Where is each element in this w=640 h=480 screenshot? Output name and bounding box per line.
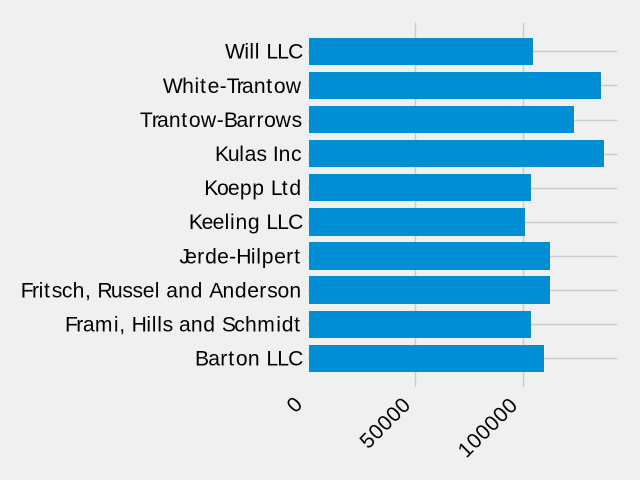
svg-text:Jerde-Hilpert: Jerde-Hilpert (179, 245, 300, 268)
svg-text:Trantow-Barrows: Trantow-Barrows (140, 109, 302, 132)
svg-text:Fritsch, Russel and Anderson: Fritsch, Russel and Anderson (21, 279, 301, 302)
svg-text:Will LLC: Will LLC (225, 41, 303, 64)
svg-text:Keeling LLC: Keeling LLC (189, 211, 304, 234)
svg-text:Kulas Inc: Kulas Inc (215, 143, 302, 166)
svg-text:Frami, Hills and Schmidt: Frami, Hills and Schmidt (65, 314, 300, 337)
svg-text:Koepp Ltd: Koepp Ltd (204, 177, 301, 200)
svg-text:White-Trantow: White-Trantow (163, 75, 302, 98)
svg-text:Barton LLC: Barton LLC (195, 348, 303, 371)
